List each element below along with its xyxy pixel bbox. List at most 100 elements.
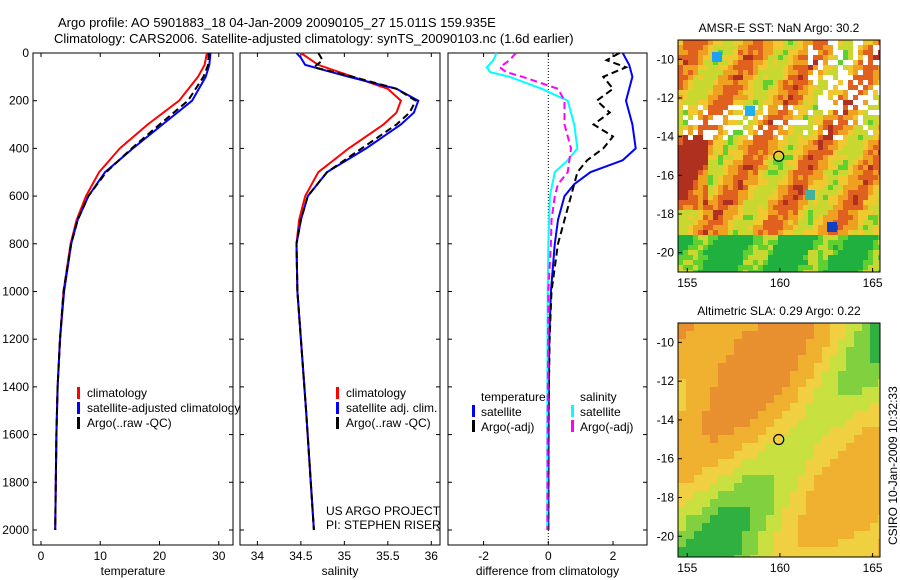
map-cell: [758, 110, 763, 115]
map-cell: [848, 50, 853, 55]
map-cell: [708, 240, 713, 245]
map-cell: [728, 70, 733, 75]
map-cell: [678, 80, 683, 85]
map-cell: [718, 245, 723, 250]
map-cell: [783, 185, 788, 190]
map-cell: [863, 190, 868, 195]
y-tick-label: -16: [657, 168, 675, 182]
map-cell: [793, 260, 798, 265]
map-cell: [698, 60, 703, 65]
map-cell: [773, 185, 778, 190]
map-cell: [813, 135, 818, 140]
map-cell: [738, 60, 743, 65]
map-cell: [878, 255, 880, 260]
map-cell: [753, 65, 758, 70]
map-cell: [783, 170, 788, 175]
map-cell: [822, 379, 830, 387]
map-cell: [830, 491, 838, 499]
map-cell: [782, 555, 790, 557]
map-cell: [686, 491, 694, 499]
map-cell: [798, 395, 806, 403]
map-cell: [773, 115, 778, 120]
map-cell: [738, 120, 743, 125]
map-cell: [793, 230, 798, 235]
map-cell: [718, 547, 726, 555]
map-cell: [743, 200, 748, 205]
map-cell: [710, 499, 718, 507]
map-cell: [833, 90, 838, 95]
map-cell: [853, 190, 858, 195]
map-cell: [750, 331, 758, 339]
map-cell: [774, 363, 782, 371]
map-cell: [808, 125, 813, 130]
map-cell: [718, 387, 726, 395]
map-cell: [862, 435, 870, 443]
map-cell: [838, 160, 843, 165]
map-cell: [822, 371, 830, 379]
map-cell: [798, 355, 806, 363]
map-cell: [758, 40, 763, 45]
map-cell: [718, 255, 723, 260]
map-cell: [838, 547, 846, 555]
map-cell: [686, 483, 694, 491]
map-cell: [790, 531, 798, 539]
map-cell: [753, 225, 758, 230]
map-cell: [833, 270, 838, 272]
map-cell: [788, 260, 793, 265]
map-cell: [803, 105, 808, 110]
map-cell: [718, 403, 726, 411]
map-cell: [798, 555, 806, 557]
map-cell: [814, 531, 822, 539]
map-cell: [678, 363, 686, 371]
map-cell: [728, 225, 733, 230]
map-cell: [782, 435, 790, 443]
map-cell: [828, 265, 833, 270]
map-cell: [728, 220, 733, 225]
map-cell: [782, 515, 790, 523]
map-cell: [743, 250, 748, 255]
map-cell: [678, 547, 686, 555]
map-cell: [858, 135, 863, 140]
map-cell: [846, 499, 854, 507]
map-cell: [790, 363, 798, 371]
map-cell: [718, 523, 726, 531]
map-cell: [828, 230, 833, 235]
map-cell: [798, 515, 806, 523]
map-cell: [758, 125, 763, 130]
map-cell: [783, 65, 788, 70]
map-cell: [678, 255, 683, 260]
map-cell: [708, 270, 713, 272]
map-cell: [822, 451, 830, 459]
map-cell: [858, 130, 863, 135]
map-cell: [703, 270, 708, 272]
map-cell: [750, 379, 758, 387]
map-cell: [823, 65, 828, 70]
y-tick-label: -10: [657, 52, 675, 66]
map-cell: [838, 200, 843, 205]
map-cell: [778, 55, 783, 60]
map-cell: [878, 235, 880, 240]
map-cell: [748, 210, 753, 215]
map-cell: [708, 165, 713, 170]
map-cell: [848, 55, 853, 60]
map-cell: [702, 547, 710, 555]
map-cell: [838, 80, 843, 85]
project-annotation: PI: STEPHEN RISER: [326, 518, 441, 532]
map-cell: [750, 491, 758, 499]
map-cell: [863, 75, 868, 80]
map-cell: [738, 95, 743, 100]
map-cell: [822, 547, 830, 555]
map-cell: [726, 451, 734, 459]
map-cell: [698, 75, 703, 80]
map-cell: [854, 443, 862, 451]
map-cell: [828, 45, 833, 50]
map-cell: [733, 180, 738, 185]
map-cell: [738, 190, 743, 195]
map-cell: [793, 40, 798, 45]
map-cell: [846, 403, 854, 411]
map-cell: [698, 205, 703, 210]
map-cell: [750, 355, 758, 363]
map-cell: [793, 160, 798, 165]
map-cell: [768, 55, 773, 60]
map-cell: [703, 50, 708, 55]
